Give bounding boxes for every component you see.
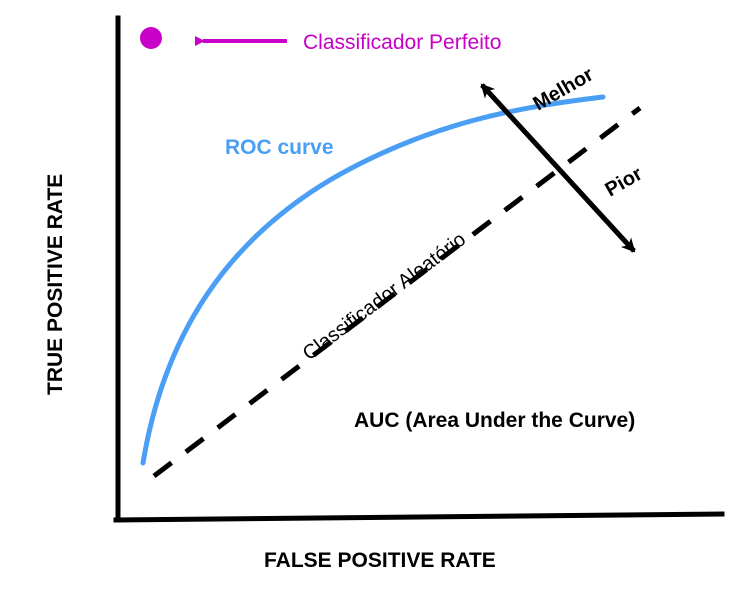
x-axis-label: FALSE POSITIVE RATE — [264, 549, 496, 572]
worse-label: Pior — [602, 163, 647, 202]
y-axis-label: TRUE POSITIVE RATE — [44, 174, 67, 395]
random-classifier-label: Classificador Aleatório — [299, 228, 470, 365]
roc-curve-label: ROC curve — [225, 136, 334, 159]
better-label: Melhor — [530, 63, 598, 115]
perfect-classifier-point-icon — [140, 27, 162, 49]
x-axis-line — [113, 511, 725, 523]
better-worse-arrow-icon — [480, 83, 636, 253]
random-classifier-line — [152, 106, 642, 478]
perfect-classifier-label: Classificador Perfeito — [303, 31, 501, 54]
auc-label: AUC (Area Under the Curve) — [354, 409, 635, 432]
